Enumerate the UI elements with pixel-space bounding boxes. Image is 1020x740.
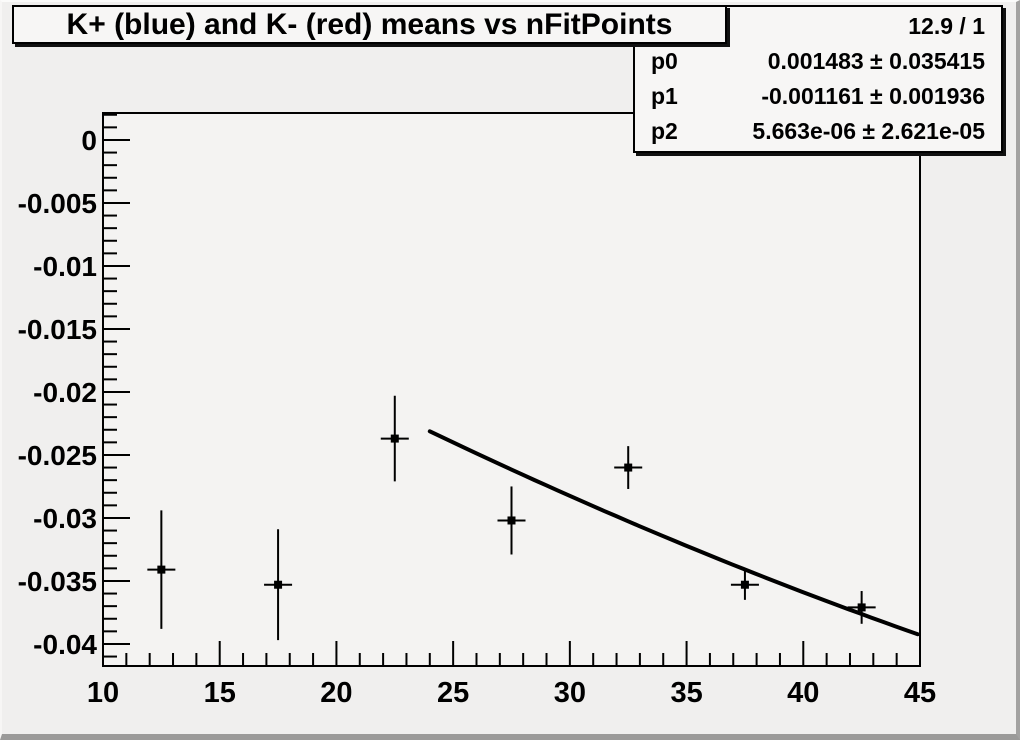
y-tick-label: -0.025 <box>18 440 97 471</box>
param-label: p2 <box>651 118 678 144</box>
data-point-marker <box>157 565 166 574</box>
x-tick-label: 40 <box>787 677 819 709</box>
y-tick-label: 0 <box>81 125 97 156</box>
data-point-marker <box>274 580 283 589</box>
data-point-marker <box>507 516 516 525</box>
x-tick-label: 20 <box>320 677 352 709</box>
x-tick-label: 15 <box>204 677 236 709</box>
stats-row-p0: p0 0.001483 ± 0.035415 <box>651 44 985 79</box>
plot-frame <box>102 112 921 667</box>
y-tick-label: -0.015 <box>18 314 97 345</box>
data-point-marker <box>740 580 749 589</box>
x-tick-label: 25 <box>437 677 469 709</box>
chi2-value: 12.9 / 1 <box>908 13 985 39</box>
stats-row-p2: p2 5.663e-06 ± 2.621e-05 <box>651 114 985 149</box>
param-value: 0.001483 ± 0.035415 <box>767 48 985 74</box>
plot-title: K+ (blue) and K- (red) means vs nFitPoin… <box>66 7 673 41</box>
x-tick-label: 30 <box>554 677 586 709</box>
param-label: p1 <box>651 83 678 109</box>
x-tick-label: 45 <box>904 677 936 709</box>
data-point-marker <box>857 603 866 612</box>
y-tick-label: -0.02 <box>33 377 97 408</box>
fit-curve <box>427 429 920 637</box>
x-tick-label: 35 <box>670 677 702 709</box>
stats-row-chi2: 12.9 / 1 <box>651 9 985 44</box>
param-label: p0 <box>651 48 678 74</box>
y-tick-label: -0.03 <box>33 503 97 534</box>
stats-row-p1: p1 -0.001161 ± 0.001936 <box>651 79 985 114</box>
y-tick-label: -0.035 <box>18 566 97 597</box>
param-value: 5.663e-06 ± 2.621e-05 <box>752 118 985 144</box>
y-tick-label: -0.01 <box>33 251 97 282</box>
data-point-marker <box>624 463 633 472</box>
param-value: -0.001161 ± 0.001936 <box>761 83 985 109</box>
y-tick-label: -0.04 <box>33 629 97 660</box>
y-tick-label: -0.005 <box>18 188 97 219</box>
data-point-marker <box>390 434 399 443</box>
x-tick-label: 10 <box>87 677 119 709</box>
plot-title-box: K+ (blue) and K- (red) means vs nFitPoin… <box>12 5 727 44</box>
